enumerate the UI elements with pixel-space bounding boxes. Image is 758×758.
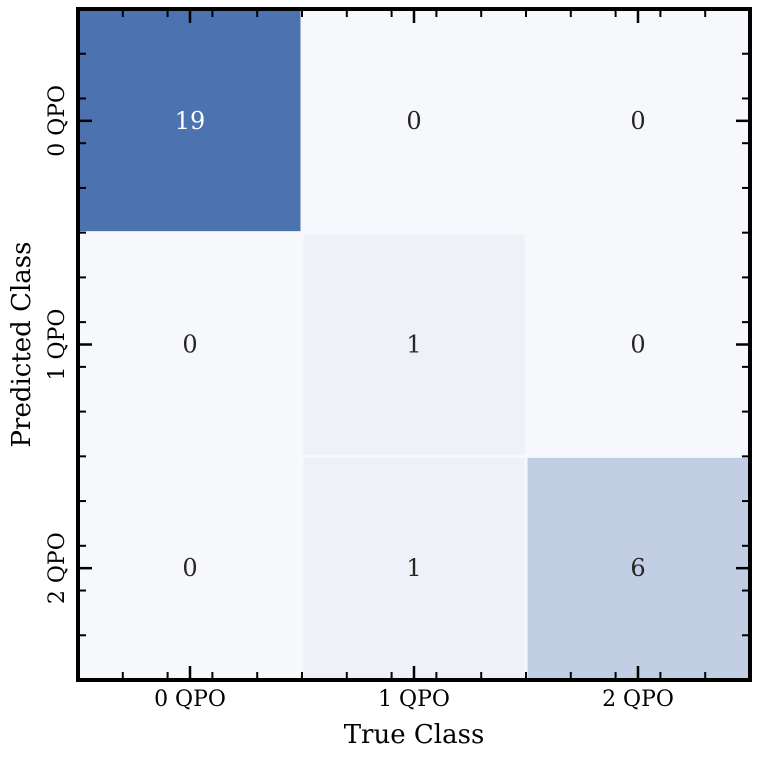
heatmap-cell-2-2 [527,457,749,679]
x-axis-title: True Class [344,720,485,750]
cell-value-1-0: 0 [182,331,197,359]
heatmap-cell-1-1 [303,234,525,455]
major-ticks [78,9,750,680]
x-tick-label: 1 QPO [378,687,450,712]
y-tick-label: 1 QPO [45,309,70,381]
cell-value-1-1: 1 [406,331,421,359]
heatmap-cell-1-2 [527,234,749,455]
x-tick-label: 0 QPO [154,687,226,712]
cell-value-2-2: 6 [630,554,645,582]
heatmap-cell-2-0 [79,457,301,679]
y-tick-label: 2 QPO [45,532,70,604]
y-axis-title: Predicted Class [7,242,37,448]
y-tick-labels: 0 QPO 1 QPO 2 QPO [45,85,70,604]
heatmap-cells [78,9,750,680]
heatmap-cell-0-2 [527,10,749,232]
x-tick-label: 2 QPO [602,687,674,712]
heatmap-cell-0-0 [79,10,301,232]
y-tick-label: 0 QPO [45,85,70,157]
cell-value-0-2: 0 [630,107,645,135]
heatmap-cell-2-1 [303,457,525,679]
cell-value-1-2: 0 [630,331,645,359]
heatmap-cell-1-0 [79,234,301,455]
cell-value-2-0: 0 [182,554,197,582]
x-tick-labels: 0 QPO 1 QPO 2 QPO [154,687,674,712]
cell-value-0-1: 0 [406,107,421,135]
plot-frame [76,7,752,682]
cell-value-0-0: 19 [175,107,206,135]
heatmap-cell-values: 19 0 0 0 1 0 0 1 6 [175,107,646,582]
cell-value-2-1: 1 [406,554,421,582]
heatmap-cell-0-1 [303,10,525,232]
